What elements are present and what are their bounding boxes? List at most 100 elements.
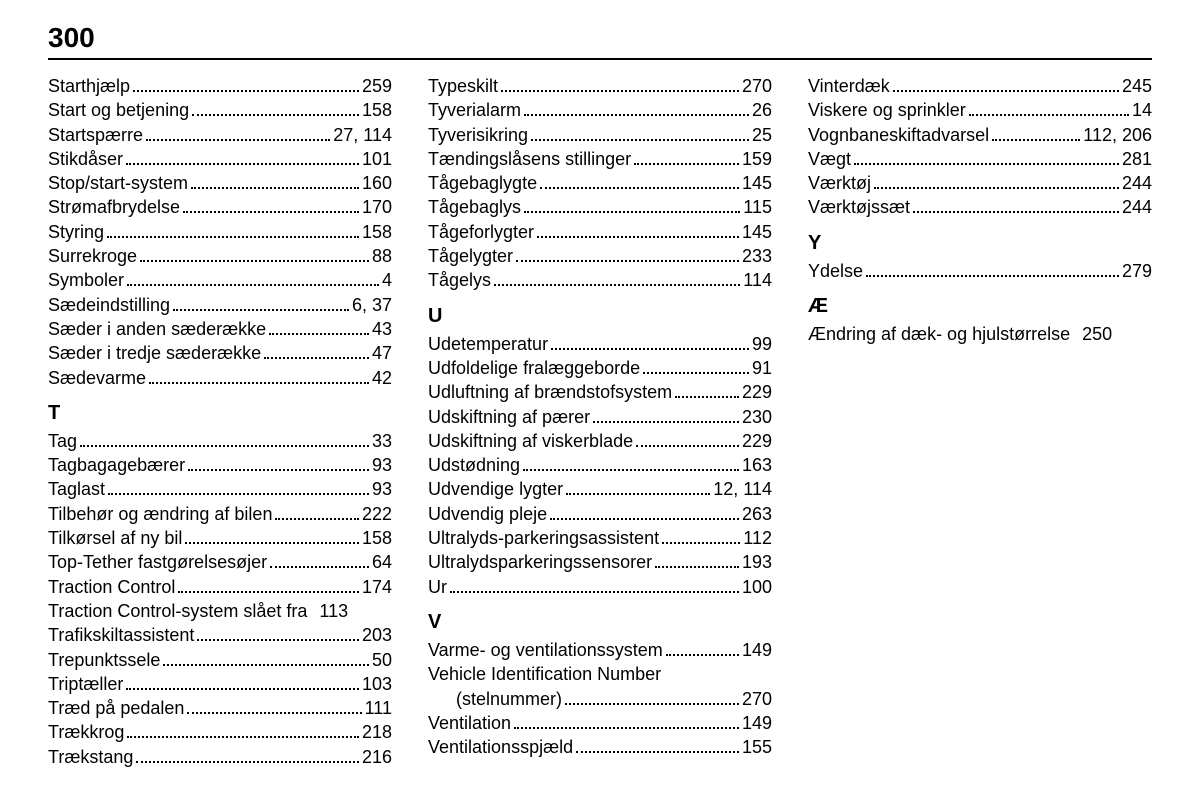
index-term: Surrekroge [48,244,137,268]
index-entry: Udstødning163 [428,453,772,477]
index-term: Top-Tether fastgørelsesøjer [48,550,267,574]
index-page: 12, 114 [713,477,772,501]
index-term: Tag [48,429,77,453]
index-entry: Udetemperatur 99 [428,332,772,356]
index-page: 103 [362,672,392,696]
section-heading: Y [808,230,1152,257]
leader-dots [913,211,1119,213]
leader-dots [550,518,739,520]
index-term: Sæder i tredje sæderække [48,341,261,365]
index-page: 233 [742,244,772,268]
index-entry: Udfoldelige fralæggeborde91 [428,356,772,380]
leader-dots [593,421,739,423]
index-entry: Triptæller103 [48,672,392,696]
index-page: 113 [319,599,348,623]
index-page: 88 [372,244,392,268]
index-entry: Udskiftning af viskerblade229 [428,429,772,453]
index-page: 101 [362,147,392,171]
index-entry: Tågeforlygter145 [428,220,772,244]
index-page: 218 [362,720,392,744]
index-entry: Sædevarme 42 [48,366,392,390]
index-entry: Startspærre27, 114 [48,123,392,147]
index-page: 111 [365,696,392,720]
section-heading: U [428,303,772,330]
index-term: Tyverialarm [428,98,521,122]
index-term: Vognbaneskiftadvarsel [808,123,989,147]
index-term: Vinterdæk [808,74,890,98]
leader-dots [173,309,349,311]
index-entry: Trækkrog218 [48,720,392,744]
leader-dots [264,357,369,359]
leader-dots [551,348,749,350]
section-heading: T [48,400,392,427]
index-page: 14 [1132,98,1152,122]
index-entry: Ultralydsparkeringssensorer193 [428,550,772,574]
index-term: Ultralydsparkeringssensorer [428,550,652,574]
leader-dots [524,114,749,116]
leader-dots [537,236,739,238]
index-entry: Viskere og sprinkler14 [808,98,1152,122]
index-entry: Tågelys114 [428,268,772,292]
index-term: Sædevarme [48,366,146,390]
index-entry: Taglast93 [48,477,392,501]
index-entry: Udvendig pleje263 [428,502,772,526]
leader-dots [866,275,1119,277]
leader-dots [270,566,369,568]
index-entry-continuation: (stelnummer)270 [428,687,772,711]
leader-dots [80,445,369,447]
index-term: Trafikskiltassistent [48,623,194,647]
index-page: 42 [372,366,392,390]
index-term: Typeskilt [428,74,498,98]
index-page: 149 [742,638,772,662]
index-page: 25 [752,123,772,147]
index-page: 112, 206 [1083,123,1152,147]
leader-dots [514,727,739,729]
index-term: Tagbagagebærer [48,453,185,477]
leader-dots [140,260,369,262]
index-term: Ur [428,575,447,599]
index-page: 229 [742,380,772,404]
index-entry: Vægt281 [808,147,1152,171]
index-term: Trepunktssele [48,648,160,672]
index-term: Udstødning [428,453,520,477]
leader-dots [191,187,359,189]
index-page: 229 [742,429,772,453]
index-entry: Sædeindstilling6, 37 [48,293,392,317]
index-entry: Tagbagagebærer93 [48,453,392,477]
index-page: 91 [752,356,772,380]
index-term: Træd på pedalen [48,696,184,720]
leader-dots [188,469,369,471]
index-page: 64 [372,550,392,574]
index-term: Strømafbrydelse [48,195,180,219]
index-entry: Ventilation149 [428,711,772,735]
index-page: 99 [752,332,772,356]
leader-dots [675,396,739,398]
index-page: 33 [372,429,392,453]
index-term: Startspærre [48,123,143,147]
leader-dots [893,90,1119,92]
index-page: 245 [1122,74,1152,98]
index-entry: Tilbehør og ændring af bilen222 [48,502,392,526]
index-entry: Tyverisikring 25 [428,123,772,147]
index-term: Ultralyds-parkeringsassistent [428,526,659,550]
leader-dots [523,469,739,471]
leader-dots [197,639,359,641]
index-term: Værktøjssæt [808,195,910,219]
index-page: 159 [742,147,772,171]
index-page: 244 [1122,171,1152,195]
index-term: Ændring af dæk- og hjulstørrelse [808,322,1070,346]
index-term: Tyverisikring [428,123,528,147]
leader-dots [531,139,749,141]
leader-dots [969,114,1129,116]
index-page: 158 [362,526,392,550]
leader-dots [566,493,710,495]
index-page: 114 [743,268,772,292]
index-term: Taglast [48,477,105,501]
leader-dots [187,712,361,714]
leader-dots [636,445,739,447]
index-term: Udetemperatur [428,332,548,356]
index-term: Trækstang [48,745,133,769]
index-page: 203 [362,623,392,647]
index-entry: Trepunktssele50 [48,648,392,672]
index-entry: Sæder i anden sæderække43 [48,317,392,341]
